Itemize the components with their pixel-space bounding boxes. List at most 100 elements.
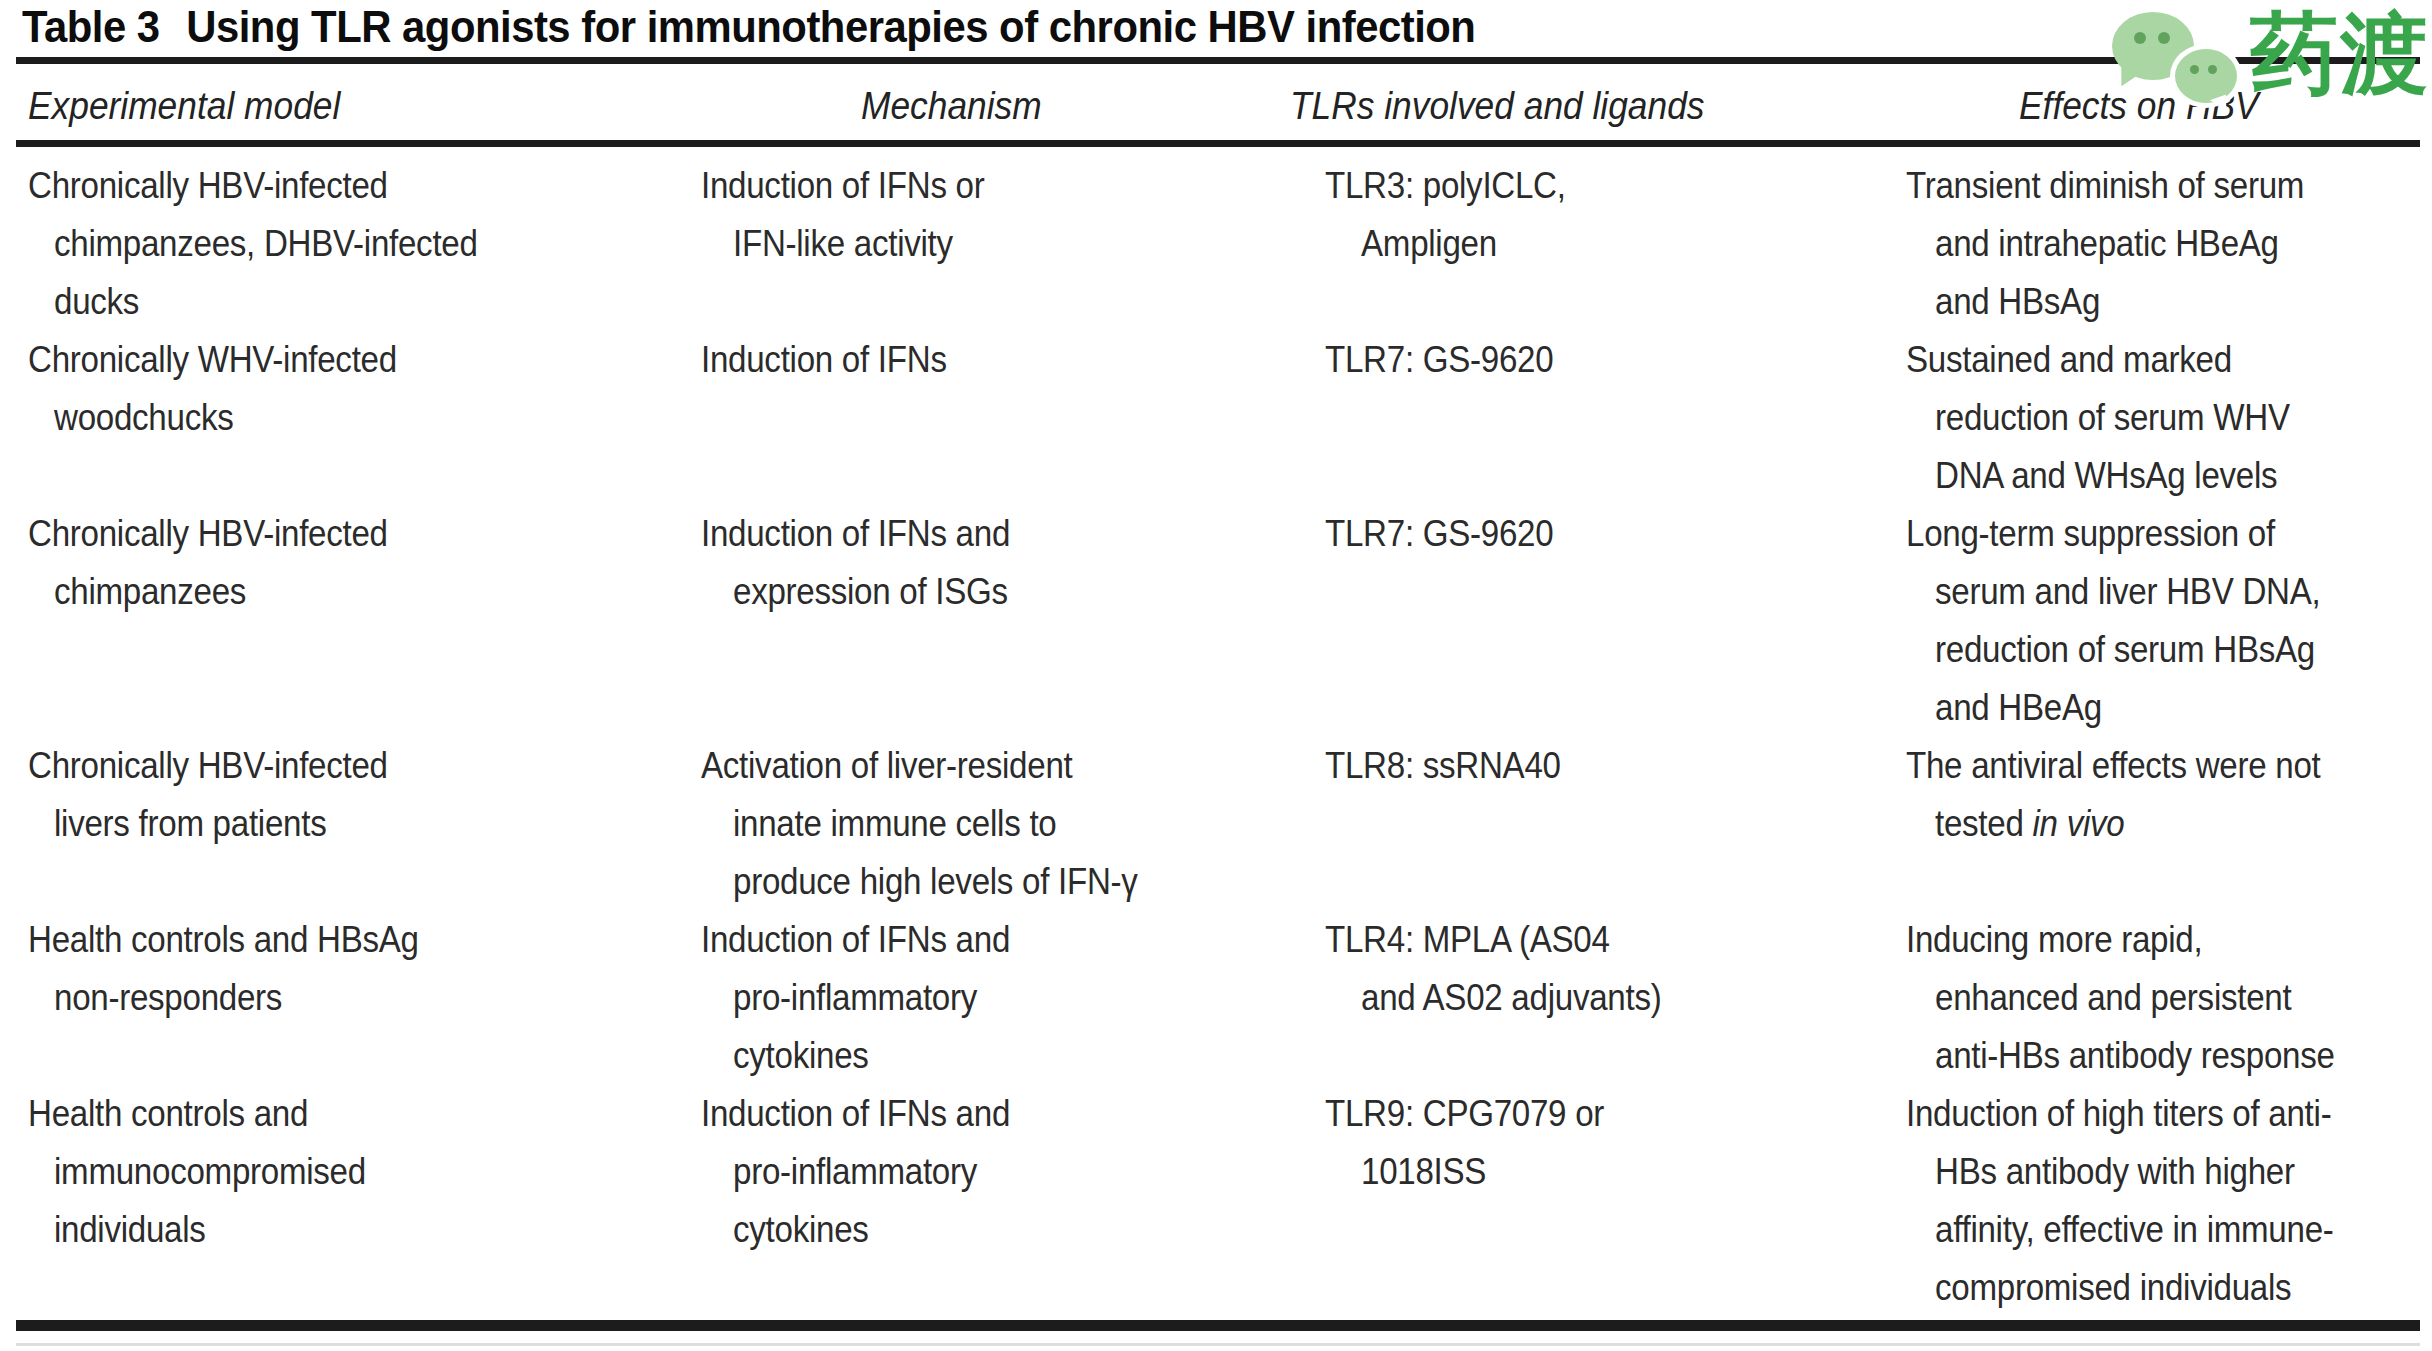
bubble-eye-icon bbox=[2190, 65, 2199, 74]
cell-line: Chronically HBV-infected bbox=[28, 505, 683, 563]
cell-line-text: Induction of IFNs and bbox=[701, 505, 1010, 563]
cell-line-text: affinity, effective in immune- bbox=[1935, 1201, 2334, 1259]
cell-line: serum and liver HBV DNA, bbox=[1935, 563, 2428, 621]
table-cell-mechanism: Induction of IFNs andpro-inflammatorycyt… bbox=[701, 1085, 1306, 1259]
cell-line-text: reduction of serum HBsAg bbox=[1935, 621, 2315, 679]
cell-line-text: woodchucks bbox=[54, 389, 234, 447]
cell-line: individuals bbox=[54, 1201, 683, 1259]
table-row: Health controls andimmunocompromisedindi… bbox=[0, 1085, 2432, 1317]
cell-line: The antiviral effects were not bbox=[1906, 737, 2428, 795]
table-cell-mechanism: Induction of IFNs orIFN-like activity bbox=[701, 157, 1306, 273]
table-cell-effects: Transient diminish of serumand intrahepa… bbox=[1906, 157, 2428, 331]
table-row: Chronically HBV-infectedlivers from pati… bbox=[0, 737, 2432, 911]
cell-line: TLR4: MPLA (AS04 bbox=[1325, 911, 1887, 969]
chat-bubble-small-icon bbox=[2170, 44, 2242, 108]
cell-line: tested in vivo bbox=[1935, 795, 2428, 853]
cell-line-text: reduction of serum WHV bbox=[1935, 389, 2290, 447]
table-cell-experimental-model: Chronically HBV-infectedchimpanzees bbox=[28, 505, 683, 621]
title-divider-rule bbox=[16, 57, 2420, 64]
cell-line-text: cytokines bbox=[733, 1027, 869, 1085]
yaodu-wechat-logo: 药渡 bbox=[2112, 4, 2430, 108]
cell-line: Induction of high titers of anti- bbox=[1906, 1085, 2428, 1143]
cell-line: expression of ISGs bbox=[733, 563, 1306, 621]
table-cell-tlrs-ligands: TLR8: ssRNA40 bbox=[1325, 737, 1887, 795]
table-row: Chronically HBV-infectedchimpanzees Induc… bbox=[0, 505, 2432, 737]
table-cell-mechanism: Activation of liver-residentinnate immun… bbox=[701, 737, 1306, 911]
cell-line: ducks bbox=[54, 273, 683, 331]
cell-line-text: chimpanzees bbox=[54, 563, 246, 621]
cell-line: and intrahepatic HBeAg bbox=[1935, 215, 2428, 273]
cell-line: compromised individuals bbox=[1935, 1259, 2428, 1317]
cell-line-text: Induction of high titers of anti- bbox=[1906, 1085, 2331, 1143]
cell-line: Transient diminish of serum bbox=[1906, 157, 2428, 215]
table-cell-tlrs-ligands: TLR7: GS-9620 bbox=[1325, 505, 1887, 563]
cell-line-text: Induction of IFNs and bbox=[701, 1085, 1010, 1143]
cell-line: Inducing more rapid, bbox=[1906, 911, 2428, 969]
bottom-rule bbox=[16, 1320, 2420, 1331]
table-number-label: Table 3 bbox=[22, 2, 160, 51]
cell-line: reduction of serum HBsAg bbox=[1935, 621, 2428, 679]
cell-line: livers from patients bbox=[54, 795, 683, 853]
cell-line: Induction of IFNs or bbox=[701, 157, 1306, 215]
cell-line-text: Health controls and HBsAg bbox=[28, 911, 419, 969]
cell-line-text: tested in vivo bbox=[1935, 795, 2124, 853]
cell-line: Long-term suppression of bbox=[1906, 505, 2428, 563]
cell-line-text: TLR9: CPG7079 or bbox=[1325, 1085, 1604, 1143]
table-cell-experimental-model: Chronically HBV-infectedlivers from pati… bbox=[28, 737, 683, 853]
table-cell-experimental-model: Health controls andimmunocompromisedindi… bbox=[28, 1085, 683, 1259]
cell-line: produce high levels of IFN-γ bbox=[733, 853, 1306, 911]
cell-line-text: and AS02 adjuvants) bbox=[1361, 969, 1661, 1027]
cell-line-text: immunocompromised bbox=[54, 1143, 366, 1201]
table-cell-tlrs-ligands: TLR4: MPLA (AS04and AS02 adjuvants) bbox=[1325, 911, 1887, 1027]
cell-line-text: TLR3: polyICLC, bbox=[1325, 157, 1566, 215]
bottom-faint-rule bbox=[16, 1343, 2420, 1346]
cell-line-text: produce high levels of IFN-γ bbox=[733, 853, 1138, 911]
cell-line-text: pro-inflammatory bbox=[733, 1143, 977, 1201]
cell-line: Ampligen bbox=[1361, 215, 1887, 273]
header-divider-rule bbox=[16, 140, 2420, 147]
table-cell-experimental-model: Health controls and HBsAgnon-responders bbox=[28, 911, 683, 1027]
cell-line-text: Chronically WHV-infected bbox=[28, 331, 397, 389]
cell-line-text: serum and liver HBV DNA, bbox=[1935, 563, 2320, 621]
cell-line: Induction of IFNs and bbox=[701, 1085, 1306, 1143]
cell-line-text: individuals bbox=[54, 1201, 206, 1259]
cell-line-text: TLR4: MPLA (AS04 bbox=[1325, 911, 1610, 969]
cell-line: Sustained and marked bbox=[1906, 331, 2428, 389]
column-header-mechanism: Mechanism bbox=[861, 80, 1042, 132]
table-body: Chronically HBV-infected chimpanzees, DHB… bbox=[0, 157, 2432, 1317]
table-row: Health controls and HBsAgnon-responders I… bbox=[0, 911, 2432, 1085]
cell-line-text: chimpanzees, DHBV-infected bbox=[54, 215, 478, 273]
table-cell-experimental-model: Chronically HBV-infectedchimpanzees, DHB… bbox=[28, 157, 683, 331]
cell-line: TLR8: ssRNA40 bbox=[1325, 737, 1887, 795]
table-cell-tlrs-ligands: TLR7: GS-9620 bbox=[1325, 331, 1887, 389]
table-cell-experimental-model: Chronically WHV-infectedwoodchucks bbox=[28, 331, 683, 447]
cell-line-text: and HBsAg bbox=[1935, 273, 2100, 331]
cell-line: IFN-like activity bbox=[733, 215, 1306, 273]
table-cell-tlrs-ligands: TLR9: CPG7079 or1018ISS bbox=[1325, 1085, 1887, 1201]
table-title: Table 3 Using TLR agonists for immunother… bbox=[22, 2, 1475, 52]
cell-line-text: and intrahepatic HBeAg bbox=[1935, 215, 2279, 273]
cell-line-text: expression of ISGs bbox=[733, 563, 1008, 621]
cell-line-text: Chronically HBV-infected bbox=[28, 505, 388, 563]
cell-line-text: cytokines bbox=[733, 1201, 869, 1259]
cell-line: Induction of IFNs and bbox=[701, 505, 1306, 563]
cell-line: Health controls and bbox=[28, 1085, 683, 1143]
cell-line-text: Chronically HBV-infected bbox=[28, 737, 388, 795]
bubble-eye-icon bbox=[2158, 32, 2170, 44]
cell-line: TLR7: GS-9620 bbox=[1325, 505, 1887, 563]
table-row: Chronically HBV-infectedchimpanzees, DHB… bbox=[0, 157, 2432, 331]
cell-line-text: The antiviral effects were not bbox=[1906, 737, 2321, 795]
cell-line-text: ducks bbox=[54, 273, 139, 331]
table-title-text: Using TLR agonists for immunotherapies o… bbox=[186, 2, 1475, 51]
cell-line-text: compromised individuals bbox=[1935, 1259, 2291, 1317]
cell-line-text: Induction of IFNs and bbox=[701, 911, 1010, 969]
cell-line-text: Sustained and marked bbox=[1906, 331, 2232, 389]
cell-line: and HBsAg bbox=[1935, 273, 2428, 331]
cell-line: Chronically HBV-infected bbox=[28, 737, 683, 795]
bubble-eye-icon bbox=[2134, 32, 2146, 44]
cell-line-text: and HBeAg bbox=[1935, 679, 2102, 737]
cell-line: innate immune cells to bbox=[733, 795, 1306, 853]
cell-line-text: Ampligen bbox=[1361, 215, 1497, 273]
cell-line-text: Long-term suppression of bbox=[1906, 505, 2275, 563]
cell-line-text: enhanced and persistent bbox=[1935, 969, 2291, 1027]
